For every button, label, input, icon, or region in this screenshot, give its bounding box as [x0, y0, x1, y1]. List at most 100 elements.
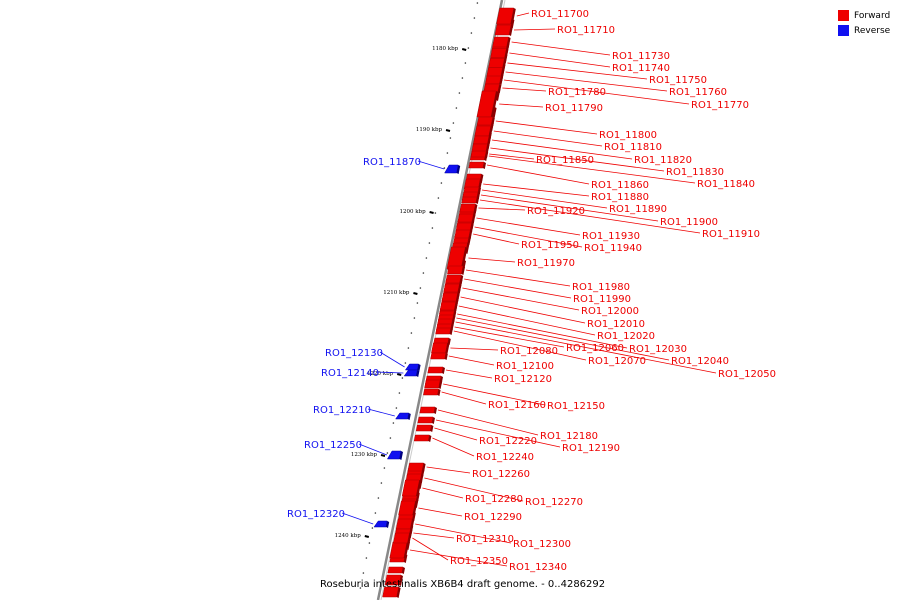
gene-block-side — [504, 48, 509, 59]
genome-caption: Roseburia intestinalis XB6B4 draft genom… — [320, 579, 606, 590]
label-leader — [478, 207, 526, 211]
scale-dot — [392, 422, 395, 424]
gene-block — [457, 213, 474, 223]
gene-label: RO1_12210 — [313, 405, 371, 416]
gene-block-side — [451, 319, 455, 326]
label-leader — [495, 120, 598, 135]
gene-block — [445, 274, 462, 284]
label-leader — [493, 130, 603, 147]
gene-label: RO1_12300 — [513, 539, 571, 550]
tick-mark — [364, 535, 370, 538]
gene-block-side — [468, 230, 473, 239]
label-leader — [341, 512, 374, 525]
scale-dot — [404, 362, 407, 364]
label-leader — [424, 477, 524, 502]
label-leader — [445, 369, 493, 379]
label-leader — [507, 62, 648, 80]
gene-block-side — [461, 266, 465, 275]
gene-block-side — [506, 37, 511, 48]
tick-mark — [445, 129, 451, 132]
gene-block — [413, 434, 430, 442]
gene-label: RO1_12130 — [325, 348, 383, 359]
gene-block — [474, 125, 492, 137]
label-leader — [503, 79, 690, 105]
gene-label: RO1_12220 — [479, 436, 537, 447]
gene-block-side — [412, 501, 418, 516]
label-leader — [462, 287, 580, 311]
legend-forward-label: Forward — [854, 10, 891, 21]
gene-label: RO1_12290 — [464, 512, 522, 523]
gene-label: RO1_11980 — [572, 282, 630, 293]
tick-label: 1240 kbp — [335, 533, 362, 539]
gene-label: RO1_12020 — [597, 331, 655, 342]
gene-block — [473, 135, 490, 145]
tick-label: 1190 kbp — [416, 127, 443, 133]
gene-label: RO1_11770 — [691, 100, 749, 111]
gene-block-side — [454, 302, 458, 311]
label-leader — [417, 160, 445, 170]
label-leader — [456, 317, 670, 361]
gene-label: RO1_11880 — [591, 192, 649, 203]
label-leader — [509, 52, 611, 68]
label-leader — [450, 347, 499, 351]
scale-dot — [443, 167, 446, 169]
scale-dot — [362, 572, 365, 574]
label-leader — [455, 321, 717, 374]
label-leader — [502, 87, 547, 92]
gene-block — [485, 75, 502, 85]
gene-label: RO1_12240 — [476, 452, 534, 463]
gene-block-side — [407, 533, 412, 544]
gene-block-side — [410, 519, 415, 530]
gene-block-side — [457, 284, 462, 293]
gene-block-side — [422, 463, 426, 472]
axis-line — [376, 0, 504, 600]
scale-dot — [377, 497, 380, 499]
label-leader — [435, 419, 561, 448]
gene-block — [415, 424, 432, 432]
gene-label: RO1_11850 — [536, 155, 594, 166]
gene-block — [459, 203, 476, 213]
gene-block — [395, 412, 410, 420]
gene-block-side — [433, 407, 437, 414]
gene-label: RO1_11900 — [660, 217, 718, 228]
label-leader — [480, 194, 659, 222]
gene-label: RO1_11780 — [548, 87, 606, 98]
gene-block-side — [496, 90, 500, 101]
label-leader — [474, 226, 583, 248]
gene-block — [447, 265, 464, 275]
label-leader — [412, 537, 449, 561]
gene-block — [476, 116, 494, 126]
gene-label: RO1_11940 — [584, 243, 642, 254]
scale-dot — [422, 272, 425, 274]
gene-label: RO1_11710 — [557, 25, 615, 36]
gene-label: RO1_12060 — [566, 343, 624, 354]
label-leader — [488, 155, 696, 184]
scale-dot — [395, 407, 398, 409]
scale-dot — [473, 17, 476, 19]
gene-label: RO1_12160 — [488, 400, 546, 411]
label-leader — [448, 355, 495, 366]
gene-block-side — [430, 425, 434, 432]
gene-labels: RO1_11700RO1_11710RO1_11730RO1_11740RO1_… — [287, 9, 776, 573]
gene-block-side — [417, 364, 421, 371]
gene-label: RO1_11950 — [521, 240, 579, 251]
gene-block-side — [431, 417, 435, 424]
gene-label: RO1_12340 — [509, 562, 567, 573]
gene-block — [427, 366, 444, 374]
gene-block-side — [497, 84, 502, 93]
label-leader — [505, 71, 668, 92]
tick-mark — [461, 48, 467, 51]
gene-block — [454, 229, 471, 239]
gene-block-side — [399, 575, 403, 586]
gene-block-side — [473, 204, 478, 213]
label-leader — [437, 409, 539, 436]
gene-label: RO1_12260 — [472, 469, 530, 480]
scale-dot — [374, 512, 377, 514]
scale-dot — [461, 77, 464, 79]
gene-label: RO1_11910 — [702, 229, 760, 240]
gene-block — [468, 161, 485, 169]
gene-block-side — [477, 187, 481, 194]
gene-block-side — [491, 91, 499, 118]
tick-mark — [413, 292, 418, 295]
